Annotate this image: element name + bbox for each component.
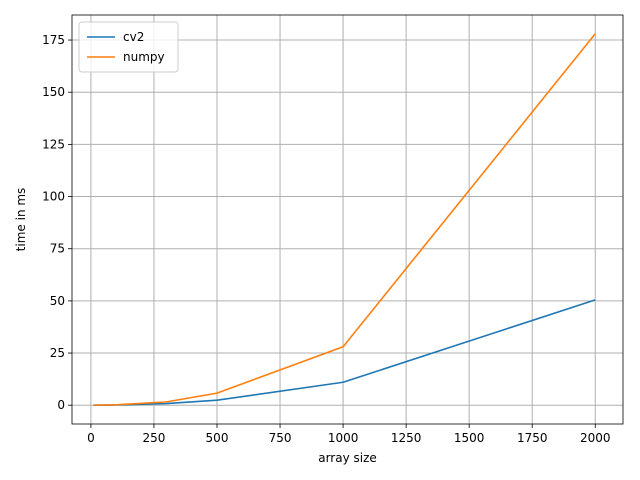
x-tick-label: 750 [269, 431, 292, 445]
x-tick-label: 1250 [391, 431, 422, 445]
x-tick-label: 1500 [454, 431, 485, 445]
series-lines [93, 33, 596, 406]
y-tick-label: 150 [42, 85, 65, 99]
y-tick-label: 125 [42, 137, 65, 151]
y-tick-label: 0 [57, 398, 65, 412]
y-axis-ticks: 0 25 50 75 100 125 150 175 [42, 33, 72, 412]
series-line-numpy [93, 33, 596, 406]
series-line-cv2 [93, 299, 596, 406]
x-tick-label: 500 [206, 431, 229, 445]
y-tick-label: 175 [42, 33, 65, 47]
x-tick-label: 0 [87, 431, 95, 445]
y-tick-label: 50 [50, 294, 65, 308]
legend: cv2 numpy [78, 21, 179, 73]
x-tick-label: 2000 [580, 431, 611, 445]
x-axis-ticks: 0 250 500 750 1000 1250 1500 1750 2000 [87, 424, 611, 445]
y-tick-label: 75 [50, 242, 65, 256]
legend-label: cv2 [123, 30, 144, 44]
y-axis-label: time in ms [14, 188, 28, 252]
x-axis-label: array size [318, 451, 377, 465]
legend-label: numpy [123, 50, 165, 64]
grid [72, 15, 623, 424]
x-tick-label: 1000 [328, 431, 359, 445]
x-tick-label: 1750 [517, 431, 548, 445]
legend-box [78, 21, 179, 73]
y-tick-label: 100 [42, 190, 65, 204]
y-tick-label: 25 [50, 346, 65, 360]
plot-frame [71, 14, 624, 425]
x-tick-label: 250 [143, 431, 166, 445]
